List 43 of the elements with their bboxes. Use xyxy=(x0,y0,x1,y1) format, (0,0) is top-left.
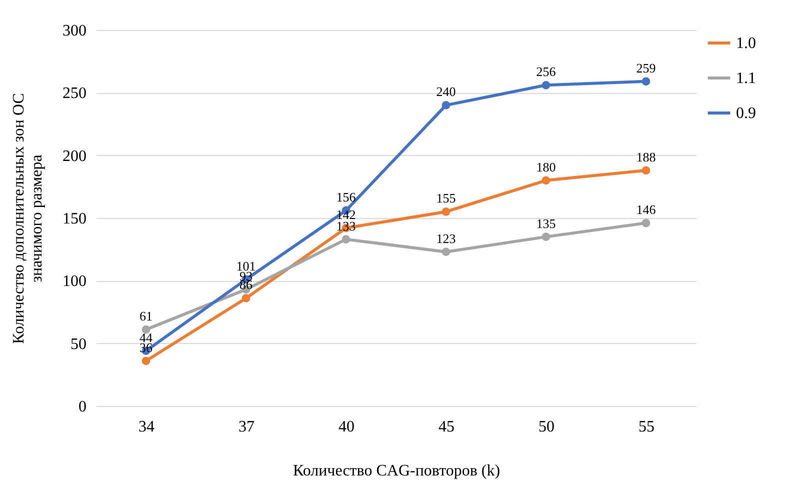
data-label: 155 xyxy=(436,190,456,206)
data-label: 135 xyxy=(536,216,556,231)
point xyxy=(442,208,450,216)
y-axis-title: Количество дополнительных зон ОС значимого размера xyxy=(10,93,46,344)
data-label: 123 xyxy=(436,230,456,246)
x-tick-label: 55 xyxy=(638,418,654,436)
y-tick-label: 0 xyxy=(78,398,86,416)
data-label: 240 xyxy=(436,84,456,100)
data-label: 61 xyxy=(140,308,152,324)
point xyxy=(442,248,450,256)
x-tick-label: 34 xyxy=(138,418,154,436)
point xyxy=(542,232,550,241)
data-label: 156 xyxy=(336,189,356,204)
y-tick-label: 200 xyxy=(62,148,86,165)
point xyxy=(142,356,150,366)
point xyxy=(542,176,550,185)
x-tick-label: 50 xyxy=(538,418,554,436)
legend-label: 1.0 xyxy=(736,35,756,52)
point xyxy=(442,101,450,110)
y-tick-label: 300 xyxy=(62,22,86,40)
x-tick-label: 40 xyxy=(338,418,354,436)
data-label: 188 xyxy=(636,149,656,164)
data-label: 44 xyxy=(140,330,153,345)
data-label: 180 xyxy=(536,159,556,174)
point xyxy=(642,166,650,175)
point xyxy=(542,80,550,90)
y-tick-label: 250 xyxy=(62,85,86,102)
data-label: 146 xyxy=(636,202,656,218)
legend-label: 1.1 xyxy=(736,70,756,87)
point xyxy=(342,235,350,244)
y-tick-label: 150 xyxy=(62,210,86,228)
y-tick-label: 100 xyxy=(62,273,86,290)
data-label: 259 xyxy=(636,60,656,76)
point xyxy=(642,218,650,228)
point xyxy=(242,294,250,302)
x-tick-label: 45 xyxy=(438,418,454,436)
data-label: 256 xyxy=(536,64,556,80)
point xyxy=(642,77,650,86)
y-tick-label: 50 xyxy=(70,336,86,353)
point xyxy=(142,325,150,334)
legend-label: 0.9 xyxy=(736,105,756,122)
x-axis-title: Количество CAG-повторов (k) xyxy=(292,462,500,480)
x-tick-label: 37 xyxy=(238,418,254,436)
